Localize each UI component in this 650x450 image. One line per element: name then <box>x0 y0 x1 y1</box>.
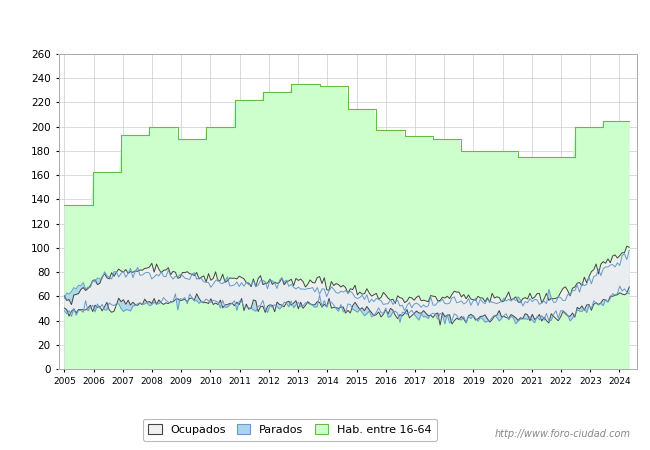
Text: http://www.foro-ciudad.com: http://www.foro-ciudad.com <box>495 429 630 439</box>
Text: Isòvol  -  Evolucion de la poblacion en edad de Trabajar Mayo de 2024: Isòvol - Evolucion de la poblacion en ed… <box>82 18 568 32</box>
Legend: Ocupados, Parados, Hab. entre 16-64: Ocupados, Parados, Hab. entre 16-64 <box>143 419 437 441</box>
